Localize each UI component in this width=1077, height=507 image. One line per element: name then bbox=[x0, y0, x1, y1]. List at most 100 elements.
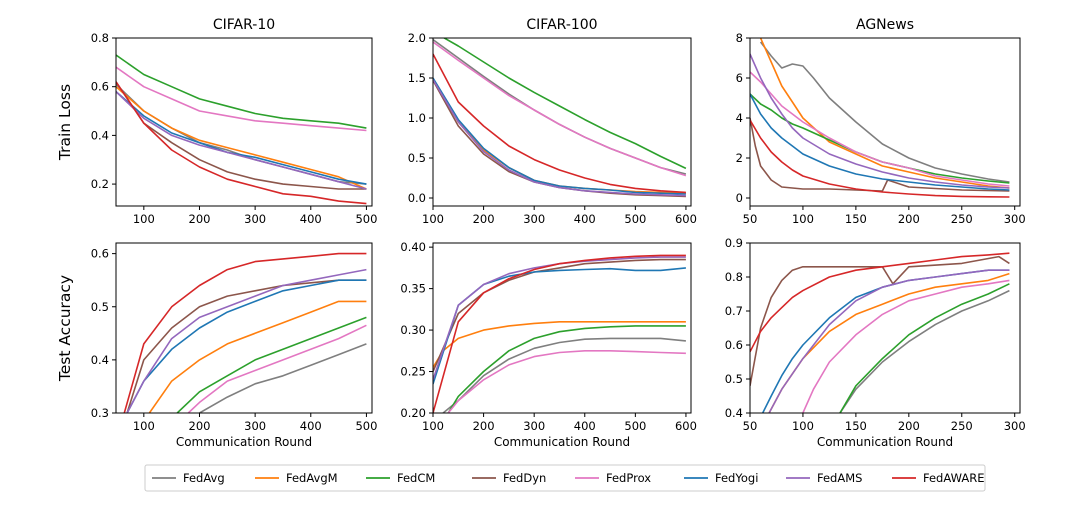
x-tick-label: 300 bbox=[1004, 212, 1026, 226]
series-line-feddyn bbox=[433, 258, 686, 372]
y-tick-label: 0.0 bbox=[408, 191, 426, 205]
x-tick-label: 600 bbox=[675, 212, 697, 226]
legend-label: FedAMS bbox=[817, 471, 862, 485]
series-line-fedprox bbox=[802, 279, 1010, 413]
series-line-fedyogi bbox=[126, 279, 367, 413]
x-tick-label: 250 bbox=[951, 419, 973, 433]
x-tick-label: 200 bbox=[473, 419, 495, 433]
x-axis-label: Communication Round bbox=[494, 435, 630, 449]
legend-item-fedams: FedAMS bbox=[786, 471, 862, 485]
x-tick-label: 400 bbox=[574, 419, 596, 433]
y-tick-label: 0.35 bbox=[400, 282, 426, 296]
panel-title: CIFAR-10 bbox=[213, 17, 275, 33]
series-line-fedavgm bbox=[148, 300, 367, 413]
axes-frame bbox=[115, 37, 373, 207]
series-group bbox=[750, 38, 1010, 198]
series-group bbox=[123, 252, 367, 413]
x-tick-label: 50 bbox=[743, 419, 758, 433]
legend-label: FedDyn bbox=[503, 471, 546, 485]
series-line-fedyogi bbox=[116, 90, 367, 185]
series-line-fedprox bbox=[447, 349, 686, 413]
x-tick-label: 150 bbox=[845, 419, 867, 433]
series-line-fedaware bbox=[750, 252, 1010, 353]
y-tick-label: 0.8 bbox=[91, 31, 109, 45]
y-tick-label: 1.5 bbox=[408, 71, 426, 85]
series-line-fedavgm bbox=[116, 86, 367, 190]
x-tick-label: 500 bbox=[355, 419, 377, 433]
y-axis-label: Test Accuracy bbox=[56, 275, 74, 382]
legend-item-fedavgm: FedAvgM bbox=[255, 471, 338, 485]
series-group bbox=[116, 54, 367, 205]
y-tick-label: 0.4 bbox=[725, 406, 743, 420]
y-tick-label: 0.25 bbox=[400, 365, 426, 379]
x-tick-label: 200 bbox=[898, 212, 920, 226]
series-line-feddyn bbox=[433, 80, 686, 198]
x-tick-label: 100 bbox=[792, 419, 814, 433]
axes-frame bbox=[115, 242, 373, 414]
series-line-fedprox bbox=[116, 66, 367, 132]
series-line-fedcm bbox=[447, 325, 686, 413]
panel-3: 50 100 150 200 250 300 0 2 4 6 8 AGNews bbox=[736, 17, 1026, 226]
x-tick-label: 100 bbox=[422, 212, 444, 226]
x-tick-label: 200 bbox=[189, 419, 211, 433]
series-line-fedams bbox=[116, 91, 367, 190]
y-tick-label: 2.0 bbox=[408, 31, 426, 45]
x-tick-label: 50 bbox=[743, 212, 758, 226]
y-tick-label: 8 bbox=[736, 31, 743, 45]
series-line-fedams bbox=[750, 53, 1010, 189]
x-tick-label: 400 bbox=[300, 419, 322, 433]
legend-item-fedavg: FedAvg bbox=[152, 471, 225, 485]
y-tick-label: 0.9 bbox=[725, 236, 743, 250]
y-tick-label: 0.40 bbox=[400, 240, 426, 254]
y-tick-label: 0.8 bbox=[725, 270, 743, 284]
legend-item-fedyogi: FedYogi bbox=[684, 471, 758, 485]
series-line-feddyn bbox=[116, 81, 367, 190]
y-tick-label: 0.5 bbox=[408, 151, 426, 165]
series-line-fedcm bbox=[750, 93, 1010, 184]
series-line-fedcm bbox=[176, 316, 367, 413]
series-line-fedprox bbox=[433, 41, 687, 177]
x-tick-label: 150 bbox=[845, 212, 867, 226]
y-tick-label: 0.6 bbox=[91, 80, 109, 94]
legend: FedAvg FedAvgM FedCM FedDyn FedProx FedYogi Fe… bbox=[144, 464, 986, 492]
panel-6: 50 100 150 200 250 300 0.4 0.5 0.6 0.7 0.8 0.9 Commu… bbox=[725, 236, 1026, 449]
series-group bbox=[433, 254, 686, 413]
axes-frame bbox=[749, 242, 1021, 414]
y-tick-label: 0.7 bbox=[725, 304, 743, 318]
x-tick-label: 250 bbox=[951, 212, 973, 226]
series-group bbox=[750, 252, 1010, 413]
x-tick-label: 300 bbox=[1004, 419, 1026, 433]
x-tick-label: 300 bbox=[523, 212, 545, 226]
panel-2: 100 200 300 400 500 600 0.0 0.5 1.0 1.5 2.0 CIFAR-1… bbox=[408, 17, 697, 226]
x-axis-label: Communication Round bbox=[176, 435, 312, 449]
x-tick-label: 300 bbox=[244, 212, 266, 226]
y-tick-label: 4 bbox=[736, 111, 743, 125]
series-line-fedaware bbox=[116, 81, 367, 205]
panel-1: 100 200 300 400 500 0.2 0.4 0.6 0.8 CIFAR-10 Train… bbox=[56, 17, 377, 226]
x-tick-label: 500 bbox=[624, 419, 646, 433]
x-tick-label: 200 bbox=[189, 212, 211, 226]
legend-item-fedcm: FedCM bbox=[366, 471, 435, 485]
series-line-fedaware bbox=[433, 53, 686, 194]
series-line-fedams bbox=[768, 269, 1010, 413]
series-line-fedyogi bbox=[761, 269, 1010, 413]
y-tick-label: 0.6 bbox=[91, 247, 109, 261]
legend-item-feddyn: FedDyn bbox=[472, 471, 546, 485]
y-tick-label: 0.30 bbox=[400, 323, 426, 337]
series-line-feddyn bbox=[750, 117, 1010, 192]
x-tick-label: 600 bbox=[675, 419, 697, 433]
y-tick-label: 0.4 bbox=[91, 128, 109, 142]
legend-label: FedProx bbox=[606, 471, 651, 485]
legend-label: FedYogi bbox=[715, 471, 758, 485]
y-tick-label: 0.5 bbox=[725, 372, 743, 386]
series-line-fedavg bbox=[759, 41, 1010, 183]
series-line-fedaware bbox=[433, 254, 686, 413]
y-tick-label: 0.6 bbox=[725, 338, 743, 352]
y-tick-label: 0.2 bbox=[91, 177, 109, 191]
x-tick-label: 300 bbox=[244, 419, 266, 433]
series-line-fedaware bbox=[123, 252, 367, 413]
series-line-fedavg bbox=[442, 337, 686, 413]
legend-label: FedAvg bbox=[183, 471, 225, 485]
y-tick-label: 0.4 bbox=[91, 353, 109, 367]
